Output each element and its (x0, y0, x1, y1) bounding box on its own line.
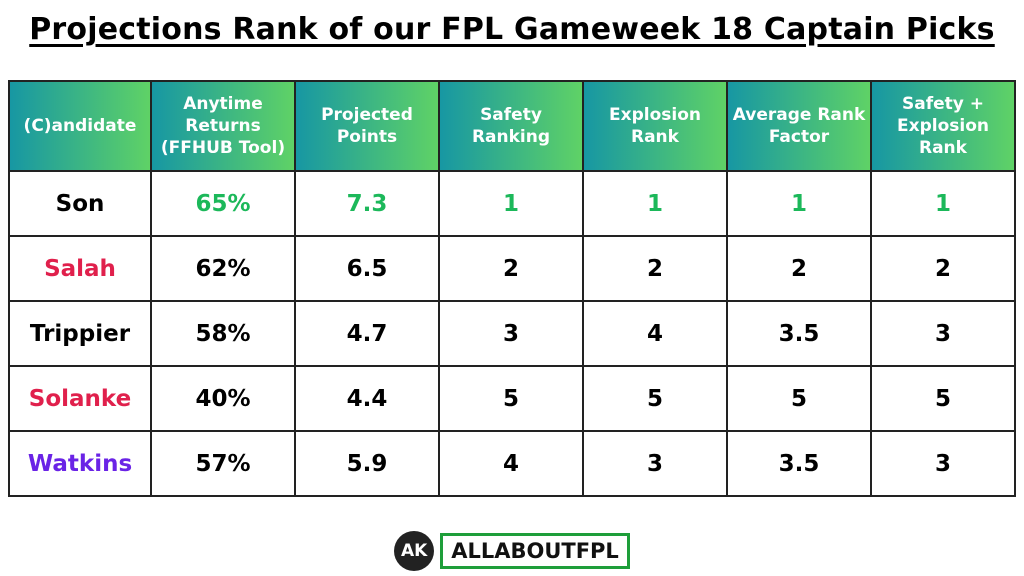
table-row: Son 65% 7.3 1 1 1 1 (8, 170, 1016, 237)
candidate-name: Son (8, 170, 152, 237)
candidate-name: Salah (8, 235, 152, 302)
table-cell: 4.7 (294, 300, 440, 367)
table-cell: 4.4 (294, 365, 440, 432)
column-header: Average Rank Factor (726, 80, 872, 172)
table-cell: 40% (150, 365, 296, 432)
column-header: Safety + Explosion Rank (870, 80, 1016, 172)
table-cell: 57% (150, 430, 296, 497)
column-header: Safety Ranking (438, 80, 584, 172)
table-row: Solanke 40% 4.4 5 5 5 5 (8, 365, 1016, 432)
table-cell: 5.9 (294, 430, 440, 497)
candidate-name: Trippier (8, 300, 152, 367)
table-cell: 2 (438, 235, 584, 302)
table-cell: 1 (438, 170, 584, 237)
table: (C)andidate Anytime Returns (FFHUB Tool) P… (8, 80, 1016, 497)
candidate-name: Solanke (8, 365, 152, 432)
table-cell: 3 (582, 430, 728, 497)
table-cell: 2 (726, 235, 872, 302)
candidate-name: Watkins (8, 430, 152, 497)
table-row: Watkins 57% 5.9 4 3 3.5 3 (8, 430, 1016, 497)
table-cell: 5 (726, 365, 872, 432)
header-row: (C)andidate Anytime Returns (FFHUB Tool) P… (8, 80, 1016, 172)
column-header: Explosion Rank (582, 80, 728, 172)
brand: ALLABOUTFPL (440, 533, 630, 569)
title: Projections Rank of our FPL Gameweek 18 … (29, 12, 995, 47)
table-row: Salah 62% 6.5 2 2 2 2 (8, 235, 1016, 302)
table-cell: 5 (870, 365, 1016, 432)
column-header: Anytime Returns (FFHUB Tool) (150, 80, 296, 172)
table-cell: 3 (438, 300, 584, 367)
table-cell: 1 (582, 170, 728, 237)
table-cell: 2 (582, 235, 728, 302)
column-header: (C)andidate (8, 80, 152, 172)
table-cell: 1 (726, 170, 872, 237)
table-cell: 6.5 (294, 235, 440, 302)
table-cell: 4 (582, 300, 728, 367)
table-cell: 2 (870, 235, 1016, 302)
table-cell: 5 (438, 365, 584, 432)
footer: AK ALLABOUTFPL (0, 528, 1024, 574)
logo-mark: AK (394, 531, 435, 571)
table-cell: 65% (150, 170, 296, 237)
table-row: Trippier 58% 4.7 3 4 3.5 3 (8, 300, 1016, 367)
table-cell: 5 (582, 365, 728, 432)
table-cell: 3.5 (726, 300, 872, 367)
table-cell: 4 (438, 430, 584, 497)
column-header: Projected Points (294, 80, 440, 172)
table-cell: 7.3 (294, 170, 440, 237)
table-cell: 3 (870, 300, 1016, 367)
table-cell: 62% (150, 235, 296, 302)
table-cell: 3.5 (726, 430, 872, 497)
table-cell: 3 (870, 430, 1016, 497)
table-cell: 1 (870, 170, 1016, 237)
table-body: Son 65% 7.3 1 1 1 1 Salah 62% 6.5 2 2 2 2 Trippier 58% 4… (8, 170, 1016, 497)
table-cell: 58% (150, 300, 296, 367)
